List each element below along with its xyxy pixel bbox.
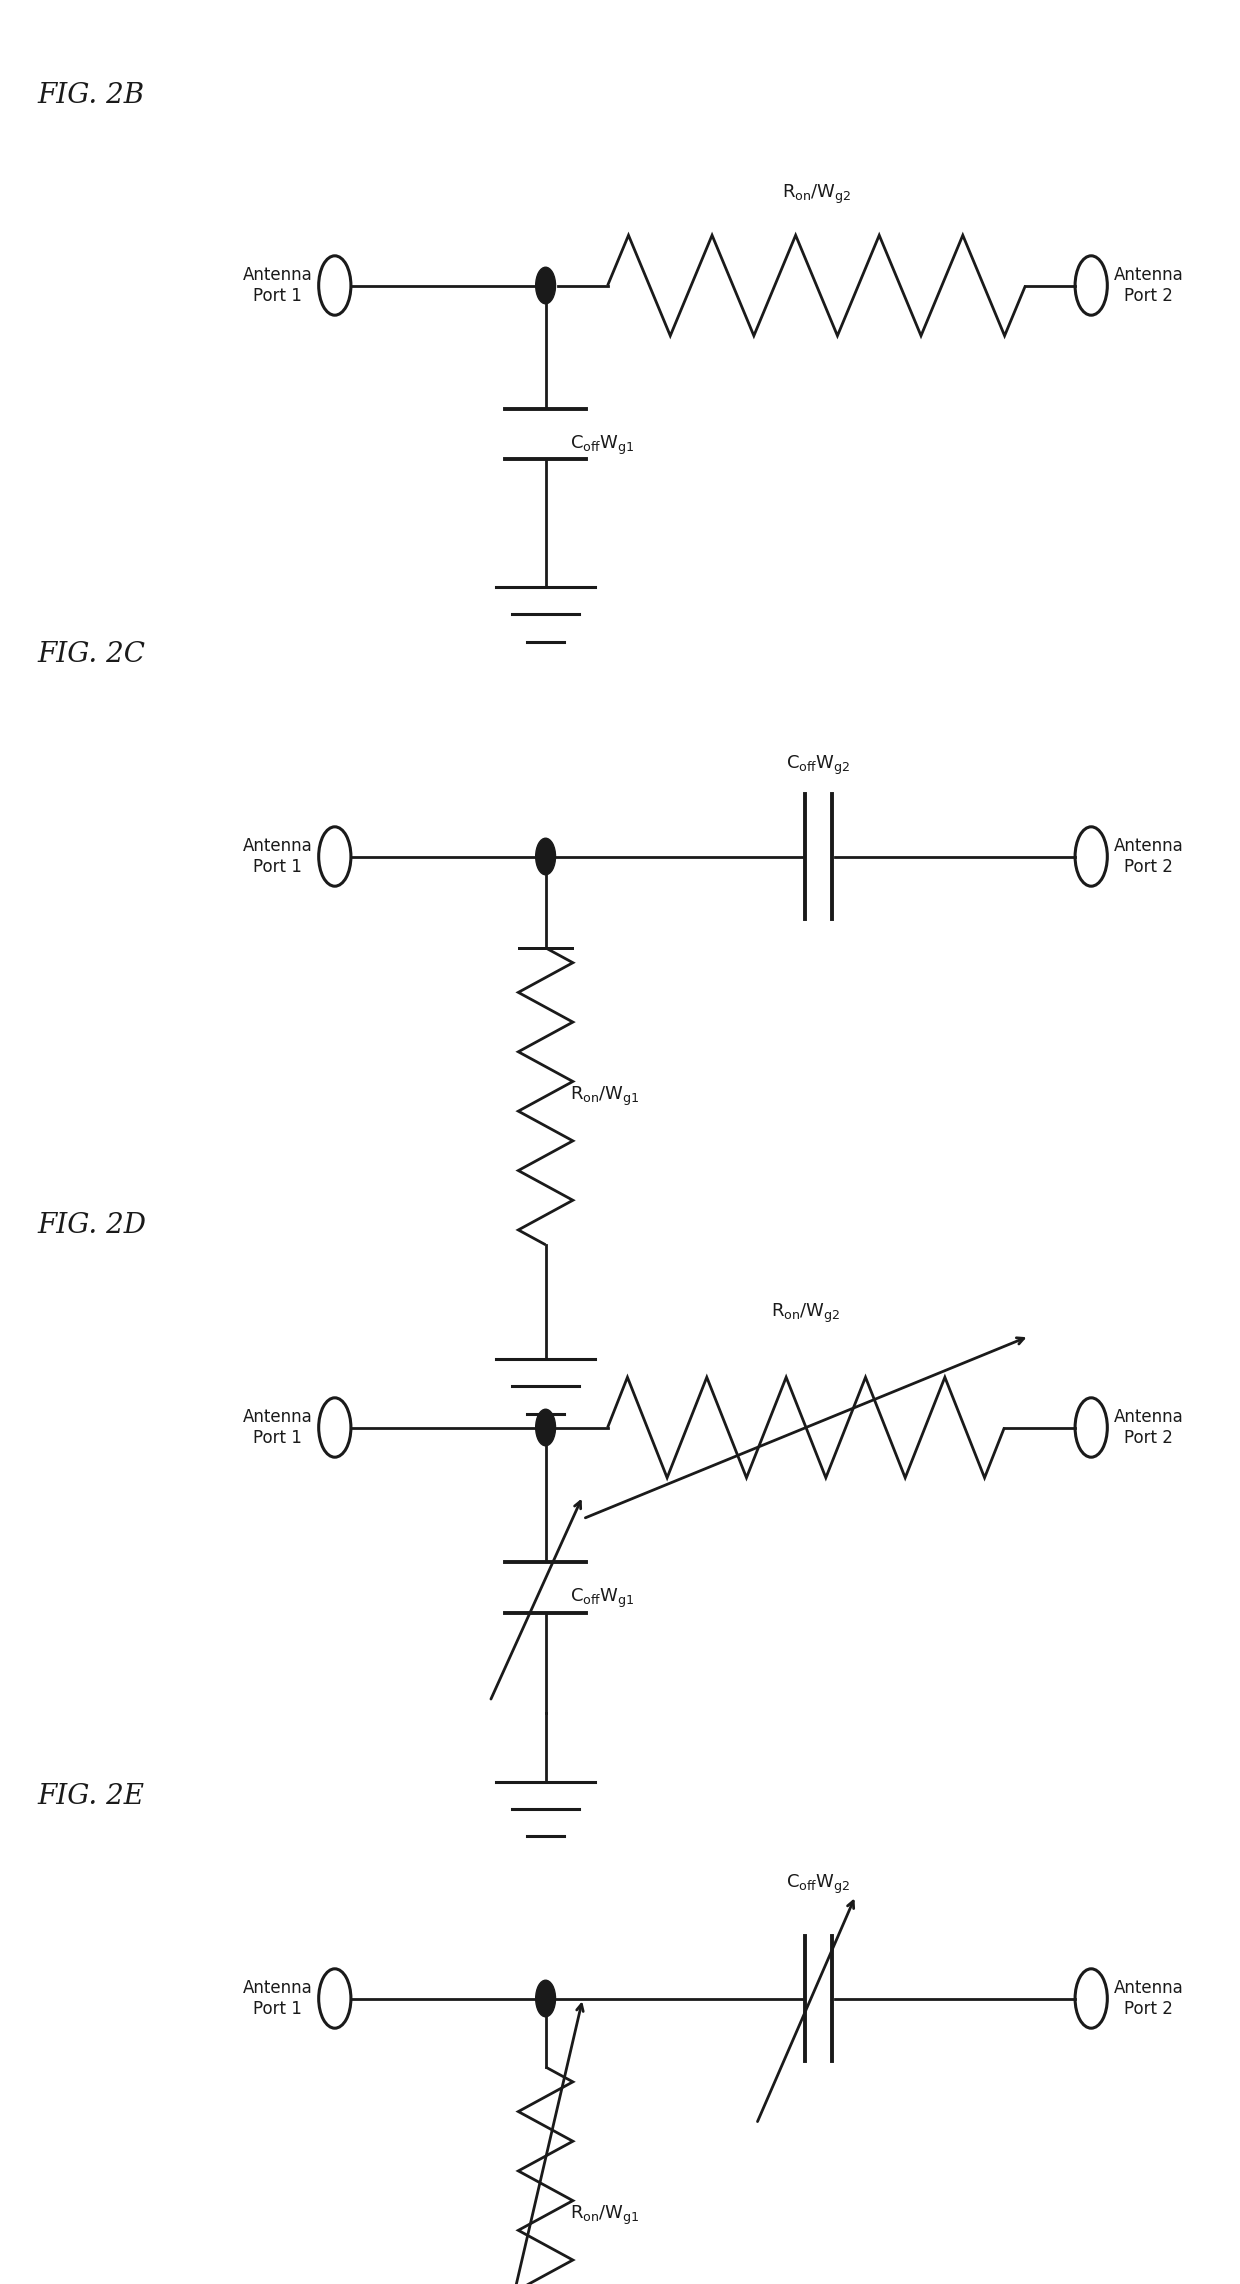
Text: C$_{\mathrm{off}}$W$_{\mathrm{g1}}$: C$_{\mathrm{off}}$W$_{\mathrm{g1}}$: [570, 1587, 635, 1610]
Text: C$_{\mathrm{off}}$W$_{\mathrm{g2}}$: C$_{\mathrm{off}}$W$_{\mathrm{g2}}$: [786, 754, 851, 777]
Text: FIG. 2E: FIG. 2E: [37, 1784, 144, 1811]
Text: Antenna
Port 2: Antenna Port 2: [1114, 838, 1183, 875]
Text: Antenna
Port 2: Antenna Port 2: [1114, 1980, 1183, 2017]
Text: Antenna
Port 2: Antenna Port 2: [1114, 267, 1183, 304]
Text: C$_{\mathrm{off}}$W$_{\mathrm{g1}}$: C$_{\mathrm{off}}$W$_{\mathrm{g1}}$: [570, 434, 635, 457]
Text: Antenna
Port 1: Antenna Port 1: [243, 267, 312, 304]
Text: R$_{\mathrm{on}}$/W$_{\mathrm{g1}}$: R$_{\mathrm{on}}$/W$_{\mathrm{g1}}$: [570, 1085, 640, 1108]
Text: R$_{\mathrm{on}}$/W$_{\mathrm{g2}}$: R$_{\mathrm{on}}$/W$_{\mathrm{g2}}$: [771, 1302, 841, 1325]
Text: R$_{\mathrm{on}}$/W$_{\mathrm{g2}}$: R$_{\mathrm{on}}$/W$_{\mathrm{g2}}$: [781, 183, 852, 206]
Text: Antenna
Port 1: Antenna Port 1: [243, 1980, 312, 2017]
Text: FIG. 2C: FIG. 2C: [37, 642, 145, 669]
Text: FIG. 2B: FIG. 2B: [37, 82, 144, 110]
Text: Antenna
Port 1: Antenna Port 1: [243, 1409, 312, 1446]
Circle shape: [536, 1409, 556, 1446]
Text: R$_{\mathrm{on}}$/W$_{\mathrm{g1}}$: R$_{\mathrm{on}}$/W$_{\mathrm{g1}}$: [570, 2204, 640, 2227]
Text: Antenna
Port 1: Antenna Port 1: [243, 838, 312, 875]
Text: Antenna
Port 2: Antenna Port 2: [1114, 1409, 1183, 1446]
Text: FIG. 2D: FIG. 2D: [37, 1213, 146, 1240]
Text: C$_{\mathrm{off}}$W$_{\mathrm{g2}}$: C$_{\mathrm{off}}$W$_{\mathrm{g2}}$: [786, 1873, 851, 1896]
Circle shape: [536, 1980, 556, 2017]
Circle shape: [536, 838, 556, 875]
Circle shape: [536, 267, 556, 304]
